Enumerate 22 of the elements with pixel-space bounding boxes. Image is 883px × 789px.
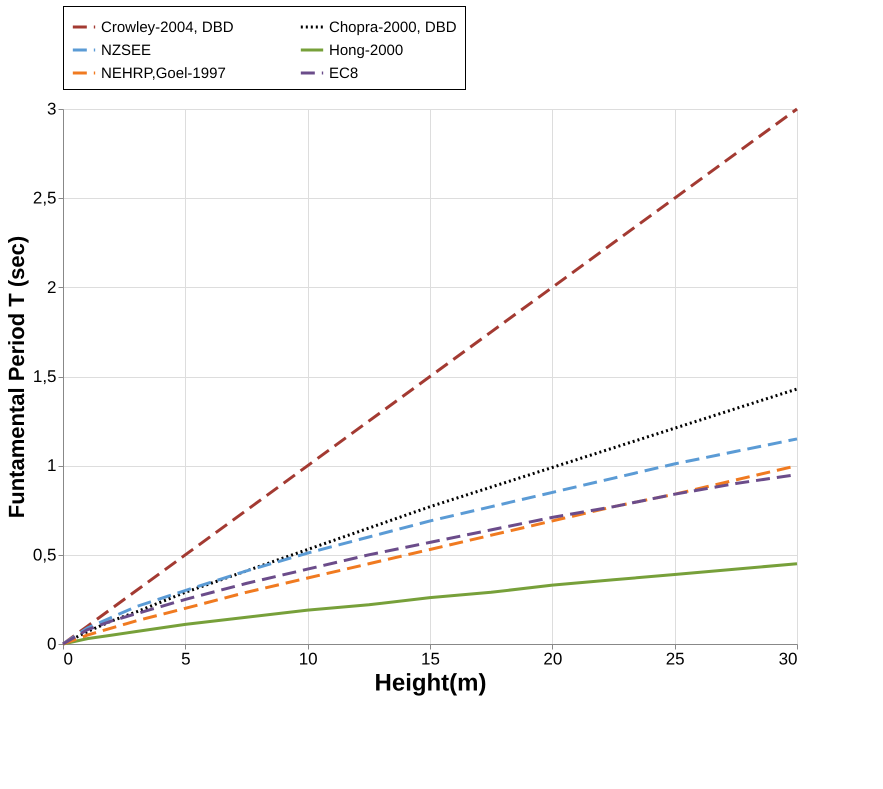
legend-label: Hong-2000	[329, 42, 404, 59]
x-tick-label: 25	[666, 650, 685, 668]
y-tick-label: 1,5	[32, 367, 56, 386]
y-tick-label: 2,5	[32, 188, 56, 208]
y-tick-label: 1	[47, 456, 56, 476]
legend-label: Chopra-2000, DBD	[329, 19, 457, 36]
y-axis-title: Funtamental Period T (sec)	[4, 236, 29, 518]
x-tick-label: 20	[543, 650, 562, 668]
legend-label: EC8	[329, 65, 358, 82]
y-tick-label: 2	[47, 278, 56, 297]
y-tick-label: 0,5	[32, 545, 56, 564]
x-axis-title: Height(m)	[374, 670, 486, 696]
legend-label: Crowley-2004, DBD	[101, 19, 234, 36]
x-tick-label: 0	[64, 650, 73, 668]
legend-label: NEHRP,Goel-1997	[101, 65, 226, 82]
y-tick-label: 3	[47, 100, 56, 118]
y-tick-label: 0	[47, 634, 56, 654]
x-tick-label: 30	[778, 650, 798, 668]
x-tick-label: 5	[181, 650, 191, 668]
x-tick-label: 10	[298, 650, 318, 668]
legend-label: NZSEE	[101, 42, 152, 59]
x-tick-label: 15	[421, 650, 440, 668]
